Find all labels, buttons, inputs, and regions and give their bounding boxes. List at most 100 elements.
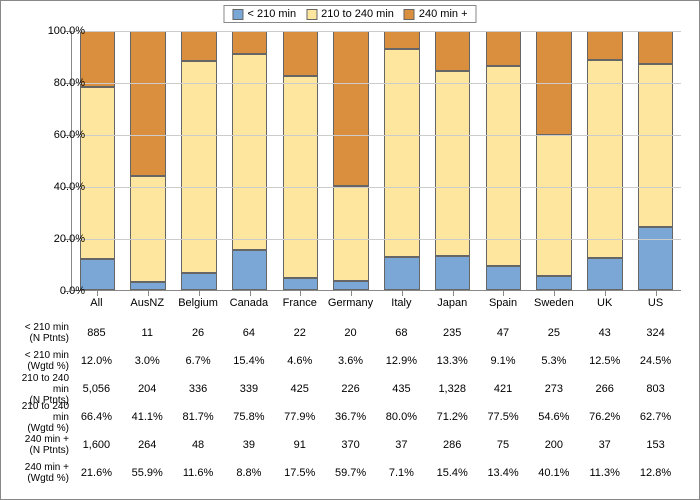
table-cell: 54.6% — [528, 411, 579, 423]
y-axis-label: 60.0% — [25, 129, 85, 141]
table-cell: 6.7% — [173, 355, 224, 367]
y-axis-label: 20.0% — [25, 233, 85, 245]
table-cell: 1,328 — [427, 383, 478, 395]
bar-segment — [587, 31, 623, 60]
table-cell: 13.3% — [427, 355, 478, 367]
row-label-line1: 210 to 240 min — [5, 401, 69, 423]
bar-segment — [638, 227, 674, 290]
legend-item: 240 min + — [404, 8, 468, 20]
table-cell: 1,600 — [71, 439, 122, 451]
table-cell: 235 — [427, 327, 478, 339]
table-row: < 210 min(N Ptnts)8851126642220682354725… — [1, 319, 700, 347]
table-cell: 11.3% — [579, 467, 630, 479]
y-axis-label: 0.0% — [25, 285, 85, 297]
bar-group — [275, 31, 326, 290]
bar-segment — [283, 278, 319, 290]
table-row: 240 min +(N Ptnts)1,60026448399137037286… — [1, 431, 700, 459]
gridline — [72, 83, 681, 84]
table-cell: 425 — [274, 383, 325, 395]
table-cell: 11.6% — [173, 467, 224, 479]
table-cell: 26 — [173, 327, 224, 339]
bar-group — [529, 31, 580, 290]
bar-group — [224, 31, 275, 290]
table-cell: 47 — [478, 327, 529, 339]
bar-segment — [486, 266, 522, 290]
row-label-line1: < 210 min — [5, 350, 69, 361]
row-label: < 210 min(Wgtd %) — [1, 350, 71, 372]
table-cell: 370 — [325, 439, 376, 451]
table-cell: 9.1% — [478, 355, 529, 367]
table-cell: 5,056 — [71, 383, 122, 395]
x-axis-label: UK — [579, 293, 630, 309]
row-label-line2: (N Ptnts) — [5, 445, 69, 456]
table-cell: 68 — [376, 327, 427, 339]
table-cell: 273 — [528, 383, 579, 395]
table-row: 210 to 240 min(Wgtd %)66.4%41.1%81.7%75.… — [1, 403, 700, 431]
table-cell: 11 — [122, 327, 173, 339]
bar-segment — [384, 49, 420, 256]
row-label-line2: (Wgtd %) — [5, 423, 69, 434]
row-label-line1: 240 min + — [5, 462, 69, 473]
table-cell: 15.4% — [427, 467, 478, 479]
table-cell: 885 — [71, 327, 122, 339]
legend-label: 240 min + — [419, 8, 468, 20]
x-axis-label: Canada — [223, 293, 274, 309]
bar-group — [580, 31, 631, 290]
table-cell: 200 — [528, 439, 579, 451]
bar-group — [427, 31, 478, 290]
bar-group — [630, 31, 681, 290]
bar-group — [478, 31, 529, 290]
table-cell: 3.0% — [122, 355, 173, 367]
table-cell: 37 — [376, 439, 427, 451]
table-cell: 803 — [630, 383, 681, 395]
row-cells: 66.4%41.1%81.7%75.8%77.9%36.7%80.0%71.2%… — [71, 411, 681, 423]
table-cell: 66.4% — [71, 411, 122, 423]
y-axis-label: 100.0% — [25, 25, 85, 37]
bar-segment — [130, 31, 166, 176]
table-cell: 81.7% — [173, 411, 224, 423]
bar-stack — [181, 31, 217, 290]
table-cell: 13.4% — [478, 467, 529, 479]
bar-segment — [181, 61, 217, 273]
bar-segment — [283, 31, 319, 76]
table-cell: 4.6% — [274, 355, 325, 367]
table-cell: 266 — [579, 383, 630, 395]
bar-stack — [638, 31, 674, 290]
bar-segment — [130, 176, 166, 282]
table-cell: 71.2% — [427, 411, 478, 423]
bar-stack — [536, 31, 572, 290]
x-axis-label: Spain — [478, 293, 529, 309]
table-cell: 5.3% — [528, 355, 579, 367]
table-cell: 25 — [528, 327, 579, 339]
bar-group — [174, 31, 225, 290]
table-cell: 435 — [376, 383, 427, 395]
legend-label: < 210 min — [247, 8, 296, 20]
table-cell: 8.8% — [223, 467, 274, 479]
data-table: < 210 min(N Ptnts)8851126642220682354725… — [1, 319, 700, 487]
table-cell: 62.7% — [630, 411, 681, 423]
table-cell: 77.9% — [274, 411, 325, 423]
bar-stack — [333, 31, 369, 290]
bar-segment — [486, 31, 522, 66]
x-axis-label: Germany — [325, 293, 376, 309]
row-cells: 5,0562043363394252264351,328421273266803 — [71, 383, 681, 395]
x-axis-label: Italy — [376, 293, 427, 309]
row-label: 240 min +(Wgtd %) — [1, 462, 71, 484]
bar-segment — [435, 71, 471, 255]
legend: < 210 min210 to 240 min240 min + — [223, 5, 476, 23]
table-cell: 12.8% — [630, 467, 681, 479]
table-cell: 339 — [223, 383, 274, 395]
bar-segment — [638, 31, 674, 64]
bar-segment — [181, 273, 217, 290]
table-cell: 24.5% — [630, 355, 681, 367]
bar-group — [123, 31, 174, 290]
row-label: < 210 min(N Ptnts) — [1, 322, 71, 344]
bar-segment — [384, 257, 420, 290]
table-cell: 91 — [274, 439, 325, 451]
table-cell: 43 — [579, 327, 630, 339]
legend-swatch — [404, 9, 415, 20]
x-axis-label: France — [274, 293, 325, 309]
legend-item: < 210 min — [232, 8, 296, 20]
bar-segment — [486, 66, 522, 267]
table-cell: 7.1% — [376, 467, 427, 479]
